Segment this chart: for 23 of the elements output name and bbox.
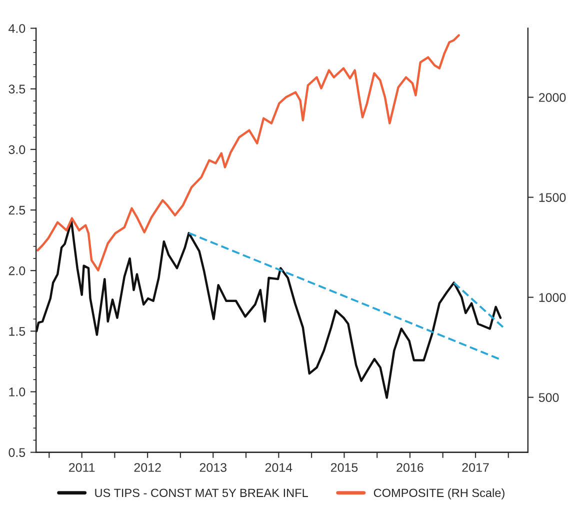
x-tick-label: 2015 xyxy=(330,463,358,472)
legend-label: COMPOSITE (RH Scale) xyxy=(374,488,504,500)
y-tick-label: 3.0 xyxy=(8,145,26,154)
y-tick-label: 2.0 xyxy=(8,266,26,276)
y-tick-label: 0.5 xyxy=(8,448,26,457)
x-tick-label: 2013 xyxy=(200,463,226,472)
y2-tick-label: 1500 xyxy=(539,193,566,202)
x-tick-label: 2012 xyxy=(134,463,161,472)
y2-tick-label: 500 xyxy=(538,393,559,402)
y-tick-label: 3.5 xyxy=(8,84,26,94)
y-tick-label: 4.0 xyxy=(8,24,26,33)
x-tick-label: 2017 xyxy=(462,463,489,472)
y2-tick-label: 2000 xyxy=(539,93,566,102)
y-tick-label: 2.5 xyxy=(8,206,26,215)
line-series xyxy=(36,220,502,399)
x-tick-label: 2016 xyxy=(396,463,424,472)
x-tick-label: 2011 xyxy=(69,463,95,472)
legend-label: US TIPS - CONST MAT 5Y BREAK INFL xyxy=(95,488,308,498)
x-tick-label: 2014 xyxy=(265,463,292,472)
y-tick-label: 1.5 xyxy=(9,327,26,336)
line-series xyxy=(36,34,460,272)
y2-tick-label: 1000 xyxy=(539,293,566,302)
y-tick-label: 1.0 xyxy=(9,388,26,396)
